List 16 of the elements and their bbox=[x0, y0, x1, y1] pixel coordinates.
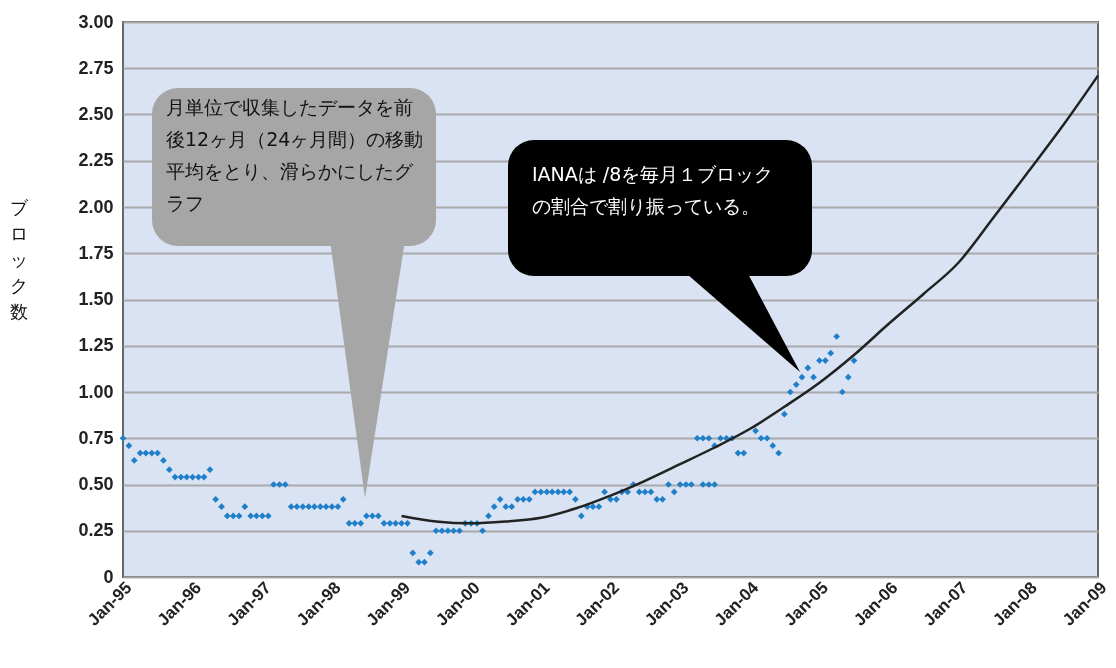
y-tick-label: 1.75 bbox=[78, 242, 114, 263]
y-tick-label: 0.50 bbox=[78, 474, 114, 494]
y-tick-label: 2.50 bbox=[78, 104, 114, 124]
y-tick-label: 1.00 bbox=[78, 381, 114, 402]
y-tick-label: 2.75 bbox=[78, 57, 114, 78]
y-tick-label: 0.25 bbox=[78, 520, 114, 541]
y-tick-label: 1.50 bbox=[78, 289, 114, 309]
annotation: 月単位で収集したデータを前後12ヶ月（24ヶ月間）の移動平均をとり、滑らかにしたグラフ bbox=[166, 95, 425, 216]
y-tick-label: 2.00 bbox=[78, 196, 114, 217]
y-tick-label: 3.00 bbox=[78, 11, 114, 32]
y-tick-label: 0.75 bbox=[78, 427, 114, 448]
y-tick-label: 0 bbox=[103, 566, 114, 587]
y-axis-title: ブロック数 bbox=[10, 196, 29, 324]
annotation: IANAは /8を毎月１ブロックの割合で割り振っている。 bbox=[532, 162, 775, 219]
y-tick-label: 1.25 bbox=[78, 335, 114, 356]
y-tick-label: 2.25 bbox=[78, 150, 114, 171]
